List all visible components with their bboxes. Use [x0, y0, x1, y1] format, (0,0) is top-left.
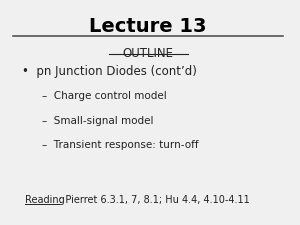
Text: : Pierret 6.3.1, 7, 8.1; Hu 4.4, 4.10-4.11: : Pierret 6.3.1, 7, 8.1; Hu 4.4, 4.10-4.… — [58, 195, 249, 205]
Text: –  Transient response: turn-off: – Transient response: turn-off — [43, 140, 199, 150]
Text: –  Charge control model: – Charge control model — [43, 91, 167, 101]
Text: –  Small-signal model: – Small-signal model — [43, 116, 154, 126]
Text: •  pn Junction Diodes (cont’d): • pn Junction Diodes (cont’d) — [22, 65, 197, 78]
Text: Reading: Reading — [25, 195, 64, 205]
Text: Lecture 13: Lecture 13 — [89, 17, 207, 36]
Text: OUTLINE: OUTLINE — [123, 47, 174, 60]
